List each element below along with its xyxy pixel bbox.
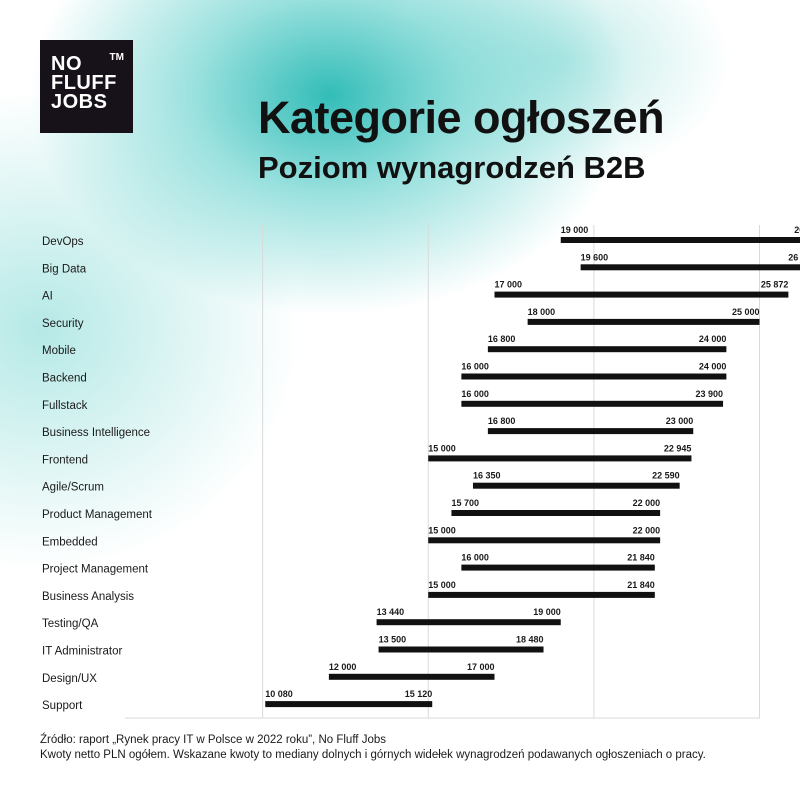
high-value-label: 21 840 [627, 580, 655, 590]
category-label: Project Management [42, 564, 149, 576]
range-bar [428, 455, 692, 462]
range-bar [472, 482, 680, 489]
high-value-label: 24 000 [699, 362, 727, 372]
low-value-label: 13 500 [379, 635, 407, 645]
category-label: Fullstack [42, 400, 88, 412]
category-label: Embedded [42, 536, 98, 548]
range-bar [487, 428, 694, 435]
high-value-label: 22 000 [633, 525, 661, 535]
logo-line-1: NO [51, 53, 82, 75]
low-value-label: 16 800 [488, 334, 516, 344]
methodology-line: Kwoty netto PLN ogółem. Wskazane kwoty t… [40, 749, 706, 761]
logo-trademark: TM [109, 52, 124, 63]
range-bar [487, 346, 727, 353]
range-bar [461, 373, 727, 380]
category-label: Business Analysis [42, 591, 134, 603]
low-value-label: 17 000 [495, 280, 523, 290]
range-bar [560, 237, 800, 243]
low-value-label: 18 000 [528, 307, 556, 317]
chart-subtitle: Poziom wynagrodzeń B2B [258, 150, 646, 185]
category-label: Frontend [42, 454, 88, 466]
logo-line-2: FLUFF [51, 72, 117, 94]
low-value-label: 19 000 [561, 225, 589, 235]
category-label: Security [42, 318, 84, 330]
high-value-label: 15 120 [405, 689, 433, 699]
range-bar [265, 701, 433, 708]
high-value-label: 24 000 [699, 334, 727, 344]
low-value-label: 16 000 [461, 389, 489, 399]
range-bar [461, 564, 655, 571]
high-value-label: 19 000 [533, 607, 561, 617]
low-value-label: 16 000 [461, 362, 489, 372]
high-value-label: 18 480 [516, 635, 544, 645]
category-label: Backend [42, 373, 87, 385]
low-value-label: 12 000 [329, 662, 357, 672]
category-label: Support [42, 700, 83, 712]
category-label: Mobile [42, 345, 76, 357]
low-value-label: 16 350 [473, 471, 501, 481]
high-value-label: 25 000 [732, 307, 760, 317]
low-value-label: 16 800 [488, 416, 516, 426]
low-value-label: 10 080 [265, 689, 293, 699]
high-value-label: 26 700 [788, 252, 800, 262]
range-bar [451, 510, 661, 516]
range-bar [376, 619, 561, 626]
low-value-label: 15 000 [428, 525, 456, 535]
logo-line-3: JOBS [51, 91, 108, 113]
category-label: Product Management [42, 509, 153, 521]
high-value-label: 21 840 [627, 553, 655, 563]
source-note: Źródło: raport „Rynek pracy IT w Polsce … [40, 733, 706, 763]
category-label: Testing/QA [42, 618, 99, 630]
low-value-label: 15 000 [428, 443, 456, 453]
high-value-label: 22 000 [633, 498, 661, 508]
category-label: Business Intelligence [42, 427, 150, 439]
category-label: Agile/Scrum [42, 482, 104, 494]
no-fluff-jobs-logo: NO FLUFF JOBS TM [40, 40, 133, 133]
source-line: Źródło: raport „Rynek pracy IT w Polsce … [40, 734, 386, 746]
category-label: AI [42, 291, 53, 303]
category-label: IT Administrator [42, 646, 122, 658]
high-value-label: 26 880 [794, 225, 800, 235]
low-value-label: 16 000 [461, 553, 489, 563]
high-value-label: 23 900 [696, 389, 724, 399]
range-bar [378, 646, 544, 653]
category-label: DevOps [42, 236, 84, 248]
low-value-label: 13 440 [377, 607, 405, 617]
range-bar [527, 318, 760, 325]
category-label: Big Data [42, 263, 87, 275]
category-label: Design/UX [42, 673, 97, 685]
range-bar [428, 537, 661, 544]
range-bar [494, 291, 789, 298]
high-value-label: 22 590 [652, 471, 680, 481]
range-bar [580, 264, 800, 271]
low-value-label: 15 700 [451, 498, 479, 508]
high-value-label: 17 000 [467, 662, 495, 672]
low-value-label: 19 600 [581, 252, 609, 262]
chart-title: Kategorie ogłoszeń [258, 92, 665, 143]
range-bar [428, 591, 655, 598]
range-bar [461, 400, 724, 407]
range-bar [328, 673, 495, 680]
high-value-label: 22 945 [664, 443, 692, 453]
high-value-label: 25 872 [761, 280, 789, 290]
high-value-label: 23 000 [666, 416, 694, 426]
low-value-label: 15 000 [428, 580, 456, 590]
